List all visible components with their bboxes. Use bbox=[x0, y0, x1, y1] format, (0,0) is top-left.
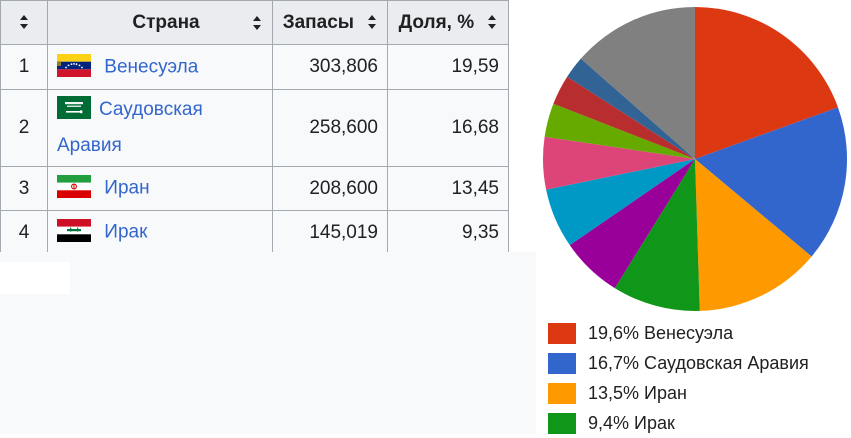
reserves-cell: 303,806 bbox=[272, 44, 388, 90]
country-cell: Венесуэла bbox=[47, 44, 273, 90]
pie-slice-1 bbox=[695, 7, 838, 159]
country-link-line-2[interactable]: Аравия bbox=[57, 135, 122, 156]
blank-area bbox=[0, 262, 70, 294]
legend-swatch bbox=[548, 412, 576, 434]
column-header-number[interactable] bbox=[0, 0, 48, 45]
sort-icon[interactable] bbox=[488, 15, 497, 30]
country-cell: Саудовская Аравия bbox=[47, 89, 273, 167]
sort-icon[interactable] bbox=[368, 15, 377, 30]
country-link[interactable]: Саудовская bbox=[99, 99, 203, 120]
country-link[interactable]: Венесуэла bbox=[104, 56, 199, 78]
oil-reserves-table: Страна Запасы Доля, % 1 bbox=[0, 0, 509, 252]
legend-label: 16,7% Саудовская Аравия bbox=[588, 352, 809, 373]
saudi-arabia-flag-icon bbox=[57, 96, 91, 120]
legend-swatch bbox=[548, 352, 576, 374]
sort-icon[interactable] bbox=[19, 15, 29, 30]
legend-item: 16,7% Саудовская Аравия bbox=[548, 348, 809, 378]
row-number: 2 bbox=[0, 89, 48, 167]
pie-chart bbox=[543, 7, 847, 312]
sort-icon[interactable] bbox=[253, 16, 262, 30]
pie-slice-other-7 bbox=[543, 136, 695, 190]
venezuela-flag-icon bbox=[57, 53, 91, 77]
share-cell: 19,59 bbox=[387, 44, 509, 90]
pie-slice-3 bbox=[695, 159, 812, 311]
country-cell: Ирак bbox=[47, 210, 273, 252]
column-header-country[interactable]: Страна bbox=[47, 0, 273, 45]
country-link[interactable]: Ирак bbox=[104, 221, 148, 243]
table-row: 3 Иран 208,600 13,45 bbox=[0, 166, 509, 211]
reserves-cell: 208,600 bbox=[272, 166, 388, 211]
table-row: 2 Саудовская Аравия 258,600 16,68 bbox=[0, 89, 509, 167]
reserves-cell: 145,019 bbox=[272, 210, 388, 252]
legend-label: 13,5% Иран bbox=[588, 382, 687, 403]
iraq-flag-icon bbox=[57, 219, 91, 242]
column-header-share[interactable]: Доля, % bbox=[387, 0, 509, 45]
legend-label: 9,4% Ирак bbox=[588, 412, 675, 433]
pie-slice-other-5 bbox=[569, 159, 695, 289]
country-cell: Иран bbox=[47, 166, 273, 211]
reserves-table-container: Страна Запасы Доля, % 1 bbox=[0, 0, 524, 252]
legend-item: 9,4% Ирак bbox=[548, 408, 809, 438]
pie-slice-other-9 bbox=[553, 76, 695, 159]
legend-swatch bbox=[548, 322, 576, 344]
row-number: 4 bbox=[0, 210, 48, 252]
page-background-panel bbox=[0, 252, 536, 434]
reserves-cell: 258,600 bbox=[272, 89, 388, 167]
share-cell: 13,45 bbox=[387, 166, 509, 211]
row-number: 1 bbox=[0, 44, 48, 90]
column-header-reserves[interactable]: Запасы bbox=[272, 0, 388, 45]
pie-slice-2 bbox=[695, 107, 847, 257]
column-header-reserves-label: Запасы bbox=[282, 11, 355, 33]
legend-label: 19,6% Венесуэла bbox=[588, 322, 734, 343]
pie-legend: 19,6% Венесуэла 16,7% Саудовская Аравия 13… bbox=[548, 318, 809, 438]
legend-item: 13,5% Иран bbox=[548, 378, 809, 408]
pie-slice-other-11 bbox=[580, 7, 695, 159]
pie-slice-other-6 bbox=[546, 159, 695, 246]
table-row: 4 Ирак 145,019 9,35 bbox=[0, 210, 509, 252]
country-link[interactable]: Иран bbox=[104, 177, 150, 199]
iran-flag-icon bbox=[57, 175, 91, 198]
table-header-row: Страна Запасы Доля, % bbox=[0, 0, 509, 45]
legend-item: 19,6% Венесуэла bbox=[548, 318, 809, 348]
column-header-share-label: Доля, % bbox=[398, 11, 475, 33]
pie-slice-other-10 bbox=[567, 58, 695, 160]
country-line-1: Саудовская bbox=[57, 92, 263, 128]
share-cell: 9,35 bbox=[387, 210, 509, 252]
table-row: 1 Венесуэла 303,806 bbox=[0, 44, 509, 90]
row-number: 3 bbox=[0, 166, 48, 211]
pie-slice-4 bbox=[614, 159, 700, 312]
pie-slice-other-8 bbox=[544, 103, 695, 159]
share-cell: 16,68 bbox=[387, 89, 509, 167]
legend-swatch bbox=[548, 382, 576, 404]
column-header-country-label: Страна bbox=[132, 11, 200, 33]
